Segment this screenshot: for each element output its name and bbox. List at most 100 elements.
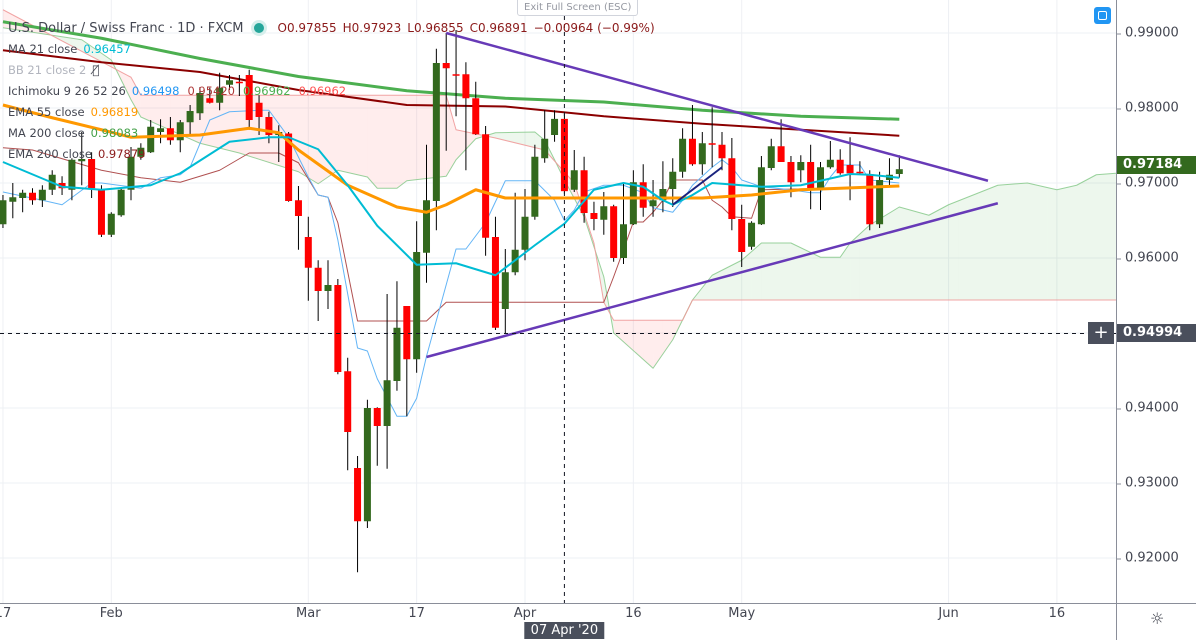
candle-body[interactable] (462, 74, 470, 99)
candle-body[interactable] (107, 213, 115, 235)
candle-body[interactable] (19, 192, 27, 198)
candle-body[interactable] (659, 189, 667, 201)
candle-body[interactable] (501, 272, 509, 309)
candle-body[interactable] (649, 200, 657, 207)
candle-body[interactable] (88, 159, 96, 189)
candle-body[interactable] (196, 93, 204, 114)
candle-body[interactable] (176, 122, 184, 141)
symbol-title[interactable]: U.S. Dollar / Swiss Franc · 1D · FXCM (8, 21, 244, 36)
candle-body[interactable] (728, 158, 736, 219)
legend-row[interactable]: MA 21 close 0.96457 (8, 39, 655, 60)
fullscreen-button[interactable] (1094, 7, 1111, 24)
legend-row[interactable]: BB 21 close 2 👁̸ (8, 60, 655, 81)
price-axis[interactable]: 0.99000 0.98000 0.97000 0.96000 0.94000 0.930… (1116, 0, 1196, 603)
candle-body[interactable] (669, 171, 677, 189)
legend-row[interactable]: EMA 200 close 0.97879 (8, 144, 655, 165)
candle-body[interactable] (186, 111, 194, 123)
candle-body[interactable] (393, 327, 401, 381)
candle-body[interactable] (807, 162, 815, 189)
candle-body[interactable] (147, 126, 155, 153)
legend-row[interactable]: EMA 55 close 0.96819 (8, 102, 655, 123)
candle-body[interactable] (324, 285, 332, 291)
candle-body[interactable] (265, 117, 273, 135)
candle-body[interactable] (757, 167, 765, 225)
candle-body[interactable] (600, 206, 608, 220)
candle-body[interactable] (856, 171, 864, 174)
candle-body[interactable] (304, 237, 312, 268)
candle-body[interactable] (876, 180, 884, 225)
candlestick-chart[interactable] (0, 0, 1116, 603)
candle-body[interactable] (0, 200, 7, 225)
candle-body[interactable] (590, 213, 598, 219)
candle-body[interactable] (738, 219, 746, 252)
candle-body[interactable] (334, 285, 342, 372)
eye-slash-icon[interactable]: 👁̸ (92, 63, 100, 77)
candle-body[interactable] (797, 162, 805, 171)
candle-body[interactable] (748, 222, 756, 247)
candle-body[interactable] (373, 408, 381, 426)
legend-row[interactable]: MA 200 close 0.98083 (8, 123, 655, 144)
candle-body[interactable] (698, 143, 706, 165)
candle-body[interactable] (551, 118, 559, 135)
candle-body[interactable] (58, 183, 66, 189)
candle-body[interactable] (866, 174, 874, 225)
candle-body[interactable] (787, 162, 795, 183)
candle-body[interactable] (78, 159, 86, 162)
candle-body[interactable] (620, 224, 628, 258)
candle-body[interactable] (423, 200, 431, 253)
candle-body[interactable] (541, 138, 549, 159)
candle-body[interactable] (846, 165, 854, 174)
candle-body[interactable] (294, 200, 302, 216)
time-axis[interactable]: 17 Feb Mar 17 Apr 16 May Jun 16 07 Apr '20 (0, 603, 1116, 640)
candle-body[interactable] (314, 267, 322, 291)
candle-body[interactable] (383, 380, 391, 426)
candle-body[interactable] (68, 159, 76, 190)
candle-body[interactable] (826, 159, 834, 168)
candle-body[interactable] (245, 75, 253, 120)
candle-body[interactable] (206, 98, 214, 103)
candle-body[interactable] (226, 80, 234, 85)
candle-body[interactable] (403, 306, 411, 360)
candle-body[interactable] (570, 170, 578, 190)
candle-body[interactable] (166, 128, 174, 141)
candle-body[interactable] (580, 170, 588, 213)
candle-body[interactable] (432, 63, 440, 201)
candle-body[interactable] (491, 237, 499, 328)
candle-body[interactable] (442, 63, 450, 69)
plus-icon[interactable]: + (1088, 322, 1114, 344)
candle-body[interactable] (285, 133, 293, 202)
candle-body[interactable] (531, 156, 539, 217)
candle-body[interactable] (895, 169, 903, 174)
candle-body[interactable] (354, 468, 362, 522)
candle-body[interactable] (29, 192, 37, 201)
candle-body[interactable] (157, 128, 165, 132)
candle-body[interactable] (688, 138, 696, 165)
candle-body[interactable] (344, 371, 352, 432)
legend-row[interactable]: Ichimoku 9 26 52 26 0.96498 0.95420 0.96962… (8, 81, 655, 102)
candle-body[interactable] (817, 167, 825, 189)
chart-plot-area[interactable] (0, 0, 1116, 603)
candle-body[interactable] (767, 146, 775, 168)
candle-body[interactable] (235, 81, 243, 84)
candle-body[interactable] (718, 144, 726, 159)
candle-body[interactable] (413, 252, 421, 360)
candle-body[interactable] (472, 98, 480, 135)
candle-body[interactable] (452, 74, 460, 76)
candle-body[interactable] (679, 138, 687, 172)
candle-body[interactable] (836, 159, 844, 174)
candle-body[interactable] (521, 216, 529, 250)
candle-body[interactable] (482, 134, 490, 238)
candle-body[interactable] (777, 146, 785, 162)
candle-body[interactable] (610, 206, 618, 258)
candle-body[interactable] (97, 189, 105, 235)
candle-body[interactable] (38, 189, 46, 201)
candle-body[interactable] (9, 197, 17, 202)
candle-body[interactable] (639, 182, 647, 208)
candle-body[interactable] (255, 102, 263, 117)
candle-body[interactable] (629, 182, 637, 225)
candle-body[interactable] (117, 189, 125, 216)
candle-body[interactable] (363, 408, 371, 522)
candle-body[interactable] (127, 156, 135, 190)
candle-body[interactable] (708, 143, 716, 145)
candle-body[interactable] (216, 87, 224, 103)
